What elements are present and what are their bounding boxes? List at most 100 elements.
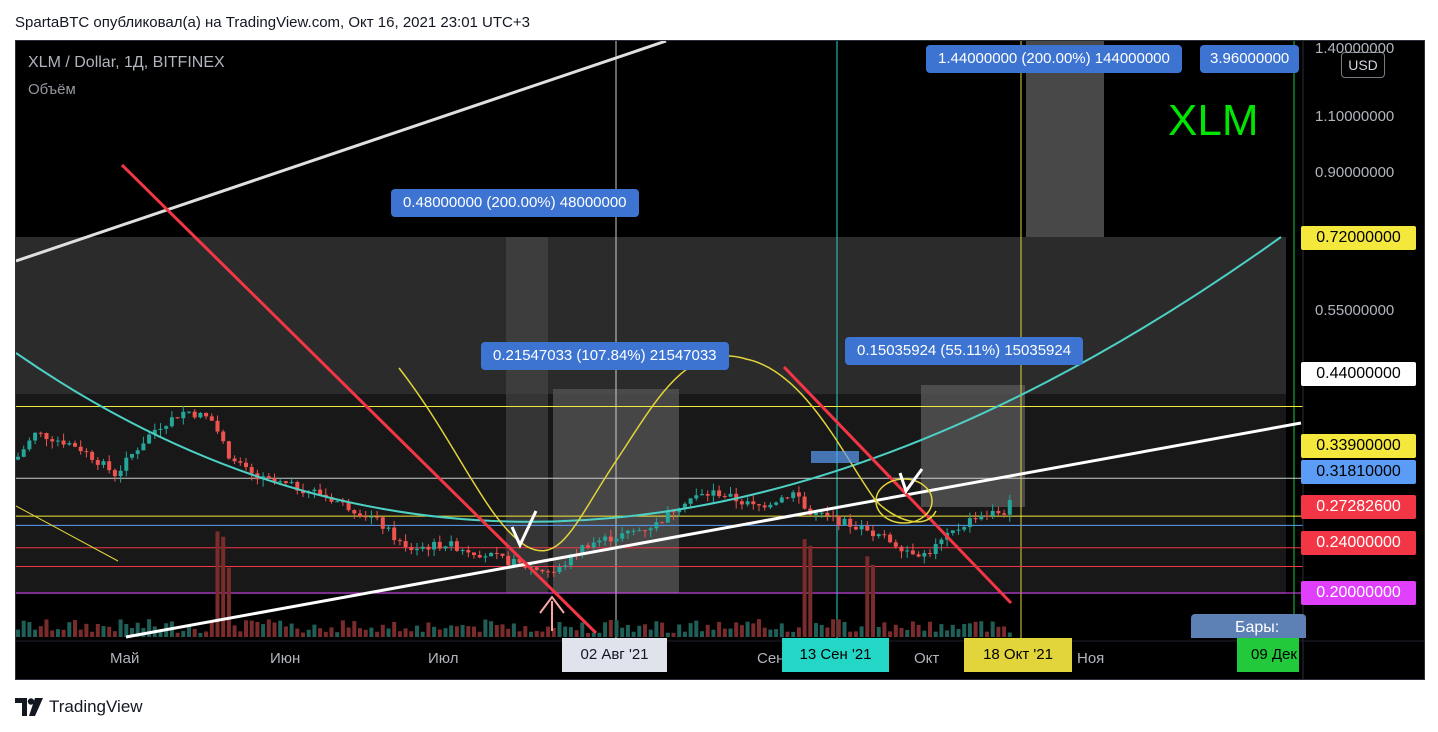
candle <box>551 571 556 573</box>
candle <box>950 530 955 533</box>
volume-bar <box>819 624 824 637</box>
price-chart[interactable] <box>15 40 1425 680</box>
x-tick-sep: Сен <box>757 650 785 667</box>
volume-bar <box>415 625 419 637</box>
volume-bar <box>625 624 630 637</box>
candle <box>677 509 682 513</box>
volume-bar <box>688 623 693 637</box>
candle <box>152 429 157 435</box>
volume-bar <box>494 625 499 637</box>
volume-bar <box>489 621 494 637</box>
volume-bar <box>61 629 66 637</box>
candle <box>825 512 830 516</box>
candle <box>671 511 676 513</box>
volume-bar <box>614 620 619 637</box>
volume-bar <box>694 620 699 637</box>
volume-bar <box>477 631 482 637</box>
volume-bar <box>865 556 870 637</box>
range-zone <box>16 237 1286 394</box>
volume-bar <box>90 631 95 637</box>
candle <box>682 503 687 510</box>
volume-bar <box>112 631 117 637</box>
volume-bar <box>643 624 647 637</box>
volume-bar <box>546 626 551 637</box>
candle <box>84 451 89 453</box>
candle <box>426 546 431 550</box>
candle <box>278 481 283 483</box>
volume-bar <box>363 629 368 637</box>
volume-bar <box>631 631 636 637</box>
currency-button[interactable]: USD <box>1341 52 1385 78</box>
x-tick-jul: Июл <box>428 650 459 667</box>
candle <box>591 542 596 548</box>
candle <box>454 541 459 551</box>
candle <box>922 553 927 557</box>
volume-bar <box>323 631 328 637</box>
candle <box>933 544 938 555</box>
candle <box>135 450 140 454</box>
measure-label-3: 0.48000000 (200.00%) 48000000 <box>391 189 639 217</box>
volume-bar <box>449 625 454 637</box>
candle <box>568 554 573 566</box>
volume-bar <box>591 632 596 637</box>
volume-bar <box>232 625 237 637</box>
candle <box>751 501 756 505</box>
candle <box>654 522 659 529</box>
volume-bar <box>928 621 932 637</box>
candle <box>392 527 397 541</box>
volume-bar <box>956 628 961 637</box>
y-tick: 1.40000000 <box>1315 40 1395 57</box>
volume-bar <box>768 629 773 637</box>
volume-legend[interactable]: Объём <box>28 81 76 98</box>
volume-bar <box>876 626 881 637</box>
measure-label-1: 1.44000000 (200.00%) 144000000 <box>926 45 1182 73</box>
volume-bar <box>722 628 727 637</box>
projection-box <box>921 385 1025 507</box>
volume-bar <box>397 631 402 637</box>
candle <box>722 496 727 498</box>
x-tick-nov: Ноя <box>1077 650 1105 667</box>
volume-bar <box>318 628 323 637</box>
volume-bar <box>568 627 573 637</box>
volume-bar <box>580 622 585 637</box>
volume-bar <box>939 624 944 637</box>
candle <box>312 489 317 492</box>
volume-bar <box>893 624 898 637</box>
candle <box>363 516 368 518</box>
candle <box>791 492 796 499</box>
volume-bar <box>933 631 938 637</box>
candle <box>506 555 511 566</box>
symbol-legend[interactable]: XLM / Dollar, 1Д, BITFINEX <box>28 54 225 71</box>
candle <box>996 510 1001 514</box>
date-tag-dec09: 09 Дек <box>1237 638 1299 672</box>
volume-bar <box>73 620 77 637</box>
candle <box>158 428 163 430</box>
volume-bar <box>27 622 32 637</box>
volume-bar <box>500 624 505 637</box>
tradingview-footer[interactable]: TradingView <box>15 696 143 718</box>
candle <box>888 534 893 543</box>
volume-bar <box>443 628 448 637</box>
volume-bar <box>16 629 20 637</box>
candle <box>625 530 630 534</box>
candle <box>563 565 568 567</box>
candle <box>597 540 602 543</box>
candle <box>346 501 351 511</box>
volume-bar <box>665 632 670 637</box>
candle <box>990 510 995 517</box>
volume-bar <box>437 629 442 637</box>
volume-bar <box>261 624 266 637</box>
candle <box>112 470 117 477</box>
volume-bar <box>358 628 362 637</box>
volume-bar <box>831 619 836 637</box>
volume-bar <box>597 632 602 637</box>
volume-bar <box>774 629 779 637</box>
candle <box>796 492 801 497</box>
volume-bar <box>380 624 385 637</box>
volume-bar <box>916 624 921 637</box>
volume-bar <box>198 632 203 637</box>
volume-bar <box>33 629 38 637</box>
candle <box>546 571 551 573</box>
volume-bar <box>700 631 704 637</box>
candle <box>38 432 43 434</box>
